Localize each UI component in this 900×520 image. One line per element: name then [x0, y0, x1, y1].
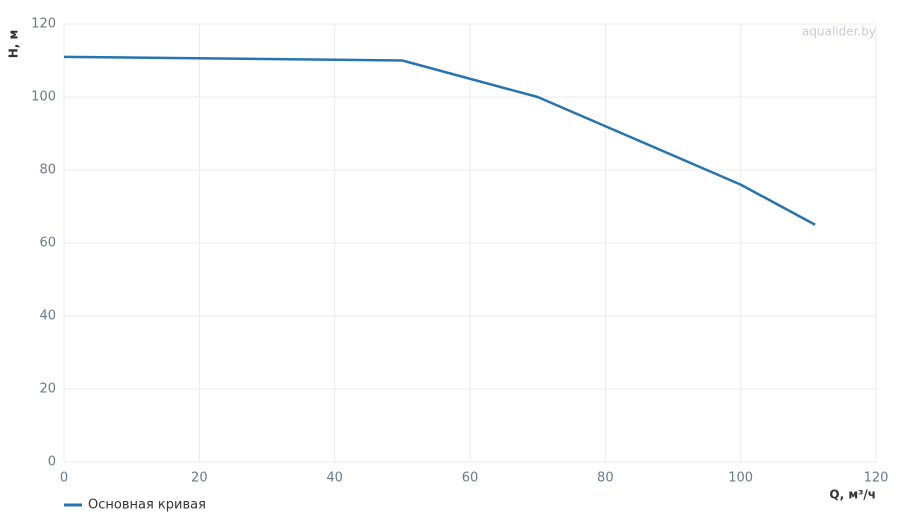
x-tick-label: 80 [597, 471, 614, 486]
x-axis-label: Q, м³/ч [829, 488, 876, 502]
x-tick-label: 100 [728, 471, 753, 486]
y-tick-label: 80 [39, 163, 56, 178]
y-tick-label: 20 [39, 382, 56, 397]
y-axis-label: H, м [7, 30, 21, 59]
y-tick-label: 0 [48, 455, 56, 470]
watermark: aqualider.by [802, 25, 876, 39]
legend-label: Основная кривая [88, 498, 206, 513]
y-tick-label: 40 [39, 309, 56, 324]
x-tick-label: 40 [326, 471, 343, 486]
data-line [63, 55, 816, 226]
x-tick-label: 20 [191, 471, 208, 486]
y-tick-label: 100 [31, 90, 56, 105]
y-tick-label: 120 [31, 17, 56, 32]
x-tick-label: 60 [462, 471, 479, 486]
x-tick-label: 120 [864, 471, 889, 486]
x-tick-label: 0 [60, 471, 68, 486]
y-tick-label: 60 [39, 236, 56, 251]
